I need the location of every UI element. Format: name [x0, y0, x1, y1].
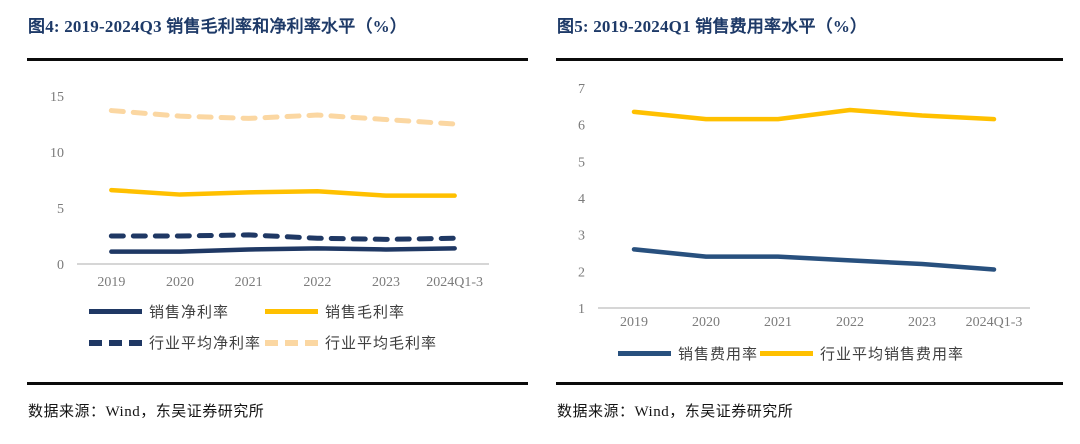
dashed-line-swatch-icon [89, 339, 142, 346]
svg-text:2022: 2022 [836, 315, 864, 330]
legend-row: 销售净利率 销售毛利率 [89, 296, 437, 327]
figure4-line-chart: 0 5 10 15 2019 2020 2021 2022 2023 2024Q1-3 [50, 90, 489, 290]
svg-text:7: 7 [578, 82, 585, 97]
dashed-line-swatch-icon [265, 339, 318, 346]
legend-row: 销售费用率 行业平均销售费用率 [618, 338, 964, 369]
svg-text:2020: 2020 [166, 275, 194, 290]
svg-text:0: 0 [57, 258, 64, 273]
svg-text:5: 5 [57, 202, 64, 217]
legend-label: 销售毛利率 [325, 305, 406, 321]
svg-text:6: 6 [578, 119, 585, 134]
legend-label: 行业平均毛利率 [325, 336, 438, 352]
legend-item: 销售毛利率 [265, 301, 405, 322]
legend-item: 行业平均毛利率 [265, 332, 437, 353]
svg-text:2022: 2022 [303, 275, 331, 290]
figure5-line-chart: 1 2 3 4 5 6 7 2019 2020 2021 2022 2023 2024Q1-3 [578, 82, 1030, 330]
svg-text:2019: 2019 [620, 315, 648, 330]
svg-text:5: 5 [578, 155, 585, 170]
svg-text:15: 15 [50, 90, 64, 105]
legend-row: 行业平均净利率 行业平均毛利率 [89, 327, 437, 358]
solid-line-swatch-icon [618, 351, 671, 356]
figure4-title-rule [27, 58, 528, 61]
svg-text:2021: 2021 [764, 315, 792, 330]
legend-label: 销售净利率 [149, 305, 230, 321]
svg-text:3: 3 [578, 229, 585, 244]
svg-text:2: 2 [578, 265, 585, 280]
solid-line-swatch-icon [265, 309, 318, 314]
figure4-legend: 销售净利率 销售毛利率行业平均净利率 行业平均毛利率 [89, 296, 437, 358]
figure5-title-rule [556, 58, 1063, 61]
legend-item: 销售费用率 [618, 343, 760, 364]
legend-item: 行业平均销售费用率 [760, 343, 964, 364]
svg-text:4: 4 [578, 192, 585, 207]
figure5-bottom-rule [556, 382, 1063, 385]
figure4-panel: 图4: 2019-2024Q3 销售毛利率和净利率水平（%） 0 5 10 15 201… [27, 0, 528, 444]
svg-text:2021: 2021 [235, 275, 263, 290]
svg-text:1: 1 [578, 302, 585, 317]
figure5-legend: 销售费用率 行业平均销售费用率 [618, 338, 964, 369]
svg-text:2024Q1-3: 2024Q1-3 [426, 275, 483, 290]
figure5-panel: 图5: 2019-2024Q1 销售费用率水平（%） 1 2 3 4 5 6 7 2019 20… [556, 0, 1063, 444]
svg-text:10: 10 [50, 146, 64, 161]
solid-line-swatch-icon [89, 309, 142, 314]
figure4-title: 图4: 2019-2024Q3 销售毛利率和净利率水平（%） [28, 17, 408, 36]
figure5-source-note: 数据来源：Wind，东吴证券研究所 [557, 404, 794, 420]
svg-text:2023: 2023 [908, 315, 936, 330]
legend-item: 行业平均净利率 [89, 332, 265, 353]
figure5-title: 图5: 2019-2024Q1 销售费用率水平（%） [557, 17, 868, 36]
svg-text:2023: 2023 [372, 275, 400, 290]
legend-label: 行业平均净利率 [149, 336, 262, 352]
legend-label: 销售费用率 [678, 347, 759, 363]
svg-text:2019: 2019 [97, 275, 125, 290]
figure4-source-note: 数据来源：Wind，东吴证券研究所 [28, 404, 265, 420]
legend-label: 行业平均销售费用率 [820, 347, 965, 363]
svg-text:2024Q1-3: 2024Q1-3 [966, 315, 1023, 330]
solid-line-swatch-icon [760, 351, 813, 356]
legend-item: 销售净利率 [89, 301, 265, 322]
figure4-bottom-rule [27, 382, 528, 385]
svg-text:2020: 2020 [692, 315, 720, 330]
